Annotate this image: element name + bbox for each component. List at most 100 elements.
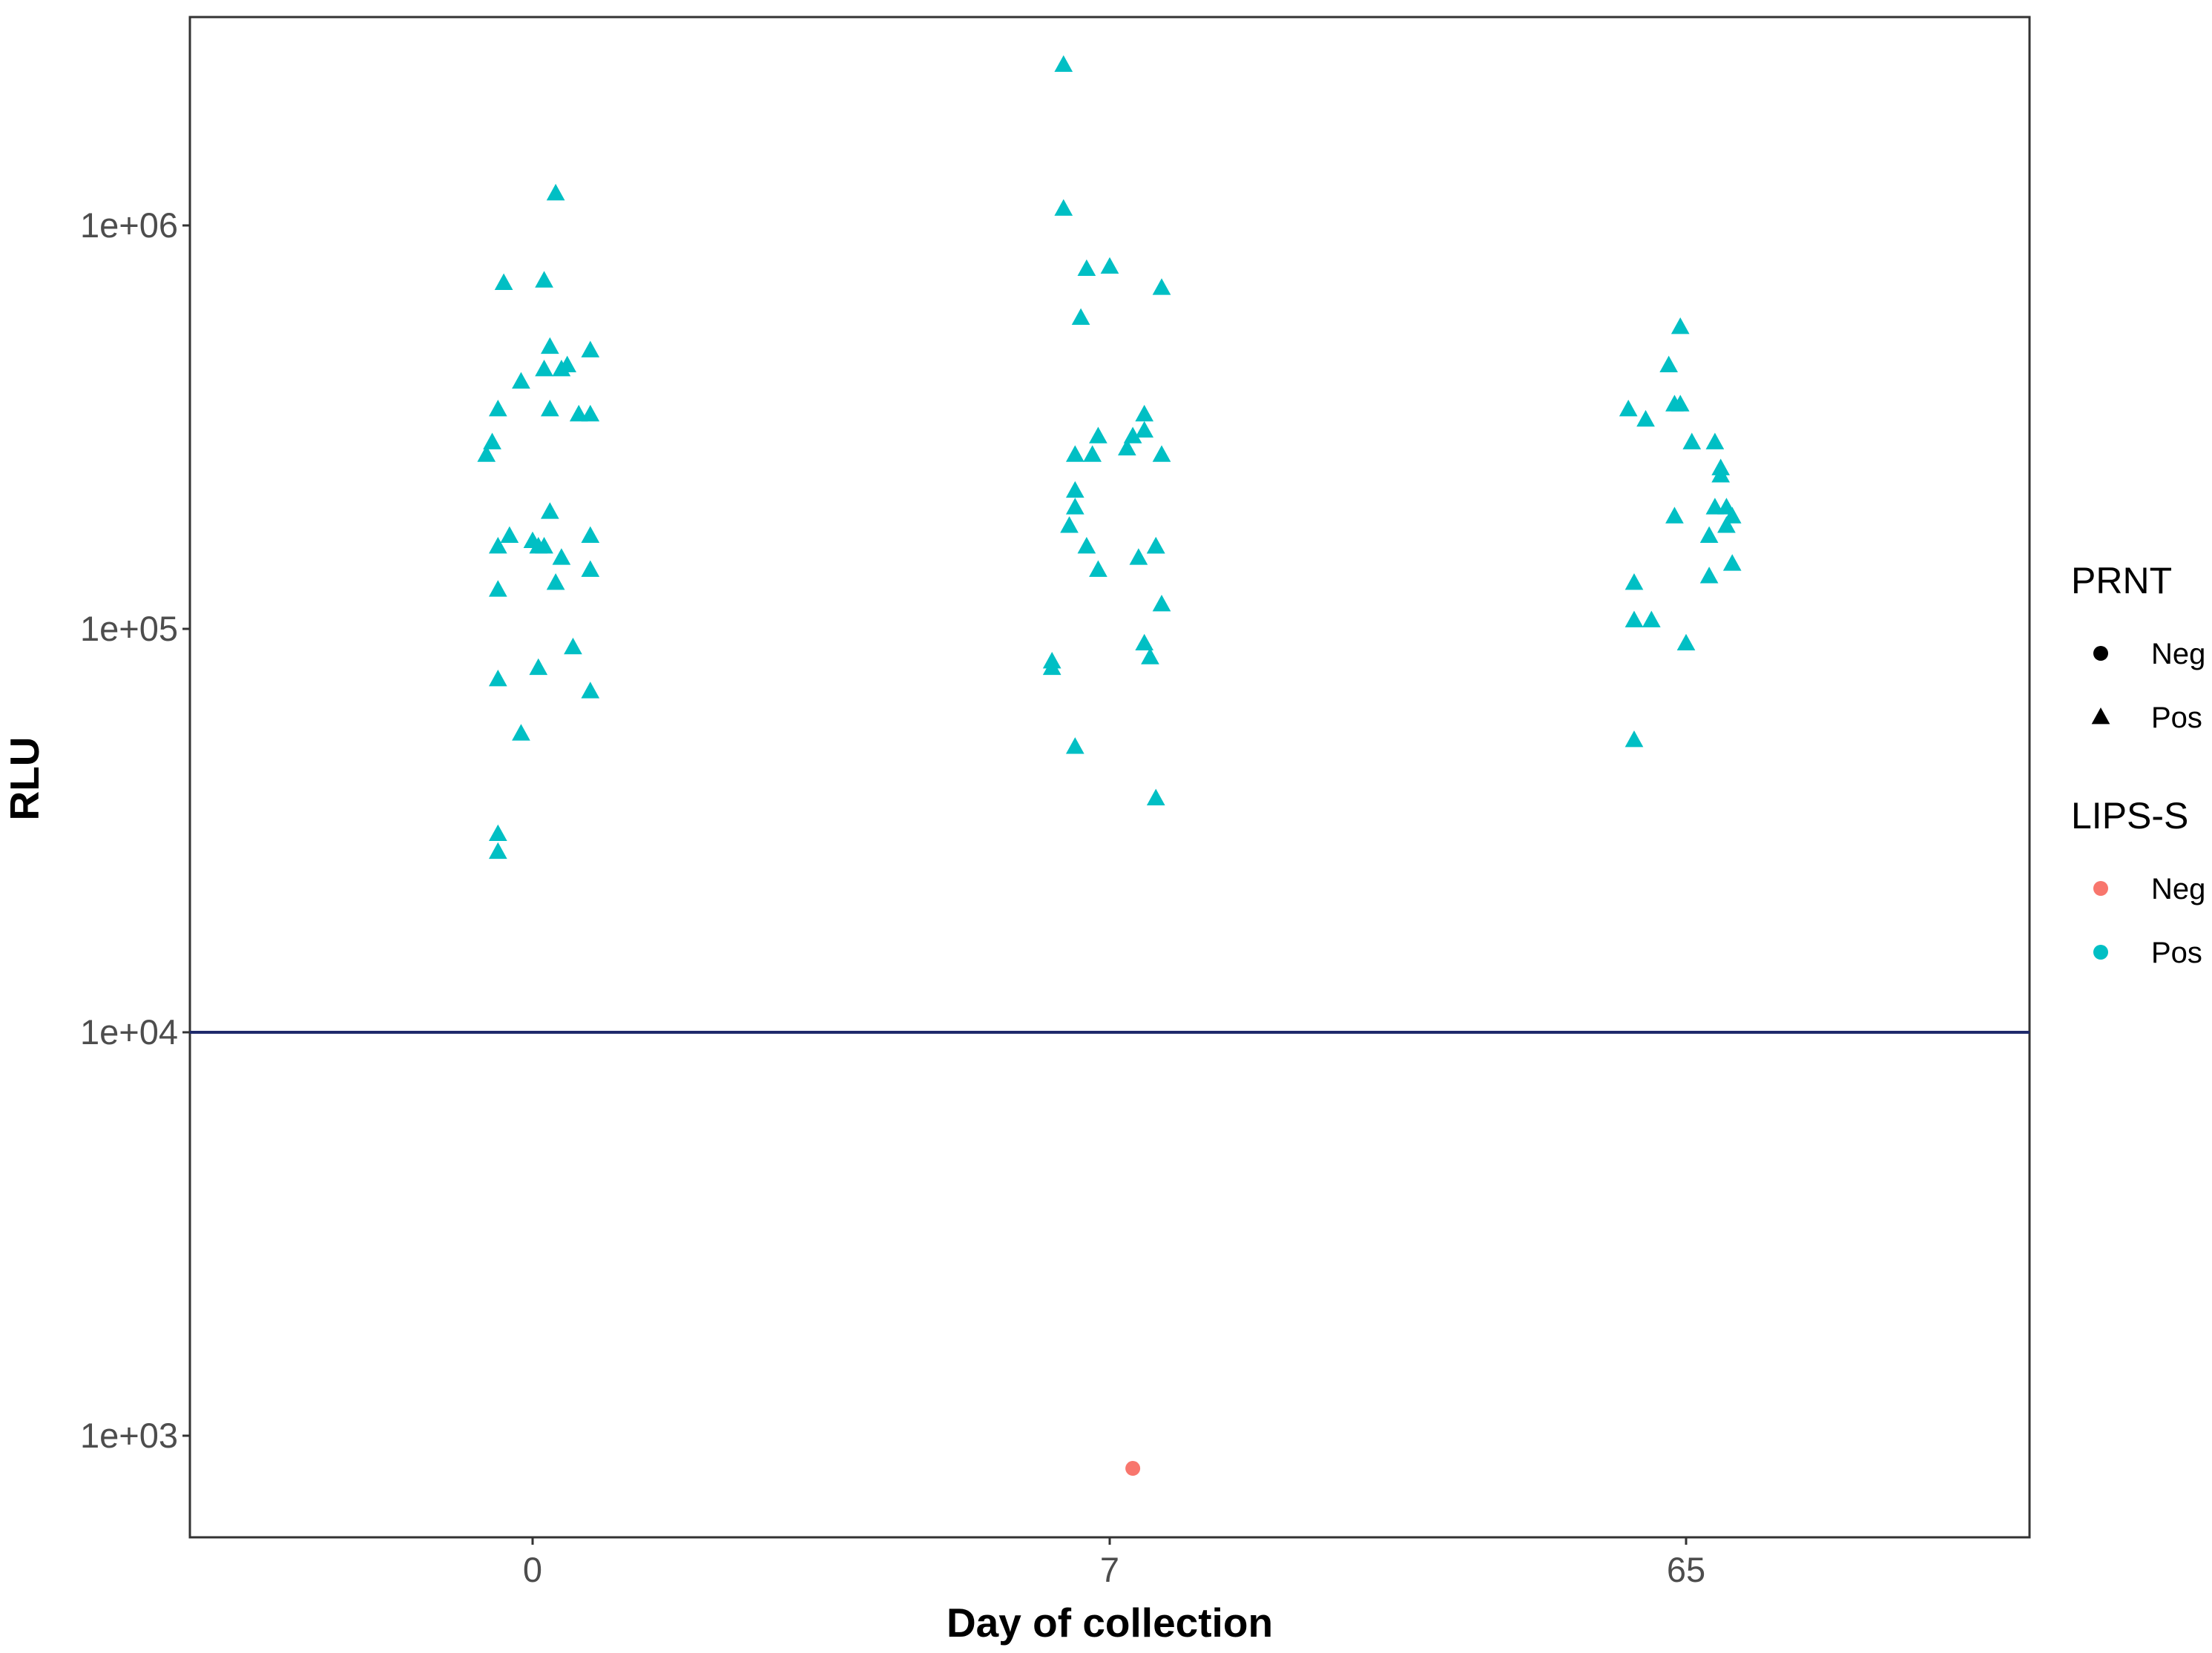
data-point-triangle bbox=[1625, 610, 1644, 627]
data-point-triangle bbox=[1659, 355, 1679, 373]
data-point-triangle bbox=[558, 355, 577, 373]
y-tick-label: 1e+03 bbox=[80, 1416, 178, 1455]
data-point-triangle bbox=[494, 273, 513, 290]
y-axis-title: RLU bbox=[1, 736, 47, 820]
data-point-triangle bbox=[1089, 426, 1107, 443]
data-point-triangle bbox=[581, 340, 600, 357]
data-point-circle bbox=[1125, 1461, 1141, 1477]
data-point-triangle bbox=[1665, 395, 1684, 412]
data-point-triangle bbox=[512, 372, 530, 389]
data-point-triangle bbox=[1665, 507, 1684, 524]
data-point-triangle bbox=[1705, 432, 1725, 449]
data-point-triangle bbox=[1054, 199, 1073, 216]
data-point-triangle bbox=[581, 560, 600, 577]
data-point-triangle bbox=[488, 669, 507, 687]
legend-label: Pos bbox=[2151, 702, 2202, 734]
data-point-triangle bbox=[1717, 516, 1736, 533]
data-point-triangle bbox=[488, 536, 507, 554]
data-point-triangle bbox=[1060, 516, 1079, 533]
x-axis: 0 7 65 bbox=[523, 1537, 1705, 1589]
y-tick-label: 1e+05 bbox=[80, 609, 178, 648]
data-point-triangle bbox=[1722, 554, 1742, 571]
data-point-triangle bbox=[1676, 633, 1696, 651]
data-point-triangle bbox=[512, 724, 530, 741]
data-point-triangle bbox=[1625, 730, 1644, 748]
data-point-triangle bbox=[1077, 536, 1096, 554]
data-point-triangle bbox=[540, 502, 559, 519]
data-point-triangle bbox=[1625, 573, 1644, 590]
data-point-triangle bbox=[1135, 404, 1154, 422]
data-point-triangle bbox=[546, 183, 565, 201]
data-point-triangle bbox=[1705, 498, 1725, 515]
data-point-triangle bbox=[535, 271, 553, 288]
data-point-triangle bbox=[1146, 788, 1165, 805]
legend: PRNT Neg Pos LIPS-S Neg Pos bbox=[2071, 560, 2205, 969]
legend-label: Pos bbox=[2151, 937, 2202, 969]
data-point-triangle bbox=[581, 526, 600, 543]
data-point-triangle bbox=[564, 637, 582, 655]
data-point-triangle bbox=[540, 337, 559, 354]
data-point-triangle bbox=[1619, 400, 1638, 417]
data-point-triangle bbox=[529, 658, 548, 676]
y-axis: 1e+03 1e+04 1e+05 1e+06 bbox=[80, 205, 190, 1455]
data-point-triangle bbox=[488, 842, 507, 860]
data-point-triangle bbox=[1123, 426, 1142, 443]
data-point-triangle bbox=[1135, 420, 1154, 438]
data-point-triangle bbox=[1100, 257, 1119, 274]
data-point-triangle bbox=[1065, 445, 1084, 462]
y-tick-label: 1e+06 bbox=[80, 205, 178, 245]
data-point-triangle bbox=[1065, 737, 1084, 754]
data-point-triangle bbox=[1152, 594, 1171, 612]
legend-label: Neg bbox=[2151, 638, 2205, 670]
data-point-triangle bbox=[529, 536, 548, 554]
data-point-triangle bbox=[581, 404, 600, 422]
data-point-triangle bbox=[1071, 308, 1090, 326]
legend-label: Neg bbox=[2151, 873, 2205, 905]
data-point-triangle bbox=[1077, 259, 1096, 277]
data-point-triangle bbox=[552, 548, 571, 565]
y-tick-label: 1e+04 bbox=[80, 1012, 178, 1052]
data-point-triangle bbox=[535, 359, 553, 377]
data-point-triangle bbox=[1152, 445, 1171, 462]
legend-title: PRNT bbox=[2071, 560, 2172, 601]
data-point-triangle bbox=[1065, 481, 1084, 498]
data-point-triangle bbox=[1129, 548, 1148, 565]
data-point-triangle bbox=[581, 682, 600, 699]
legend-key-circle bbox=[2093, 881, 2108, 896]
x-axis-title: Day of collection bbox=[947, 1600, 1273, 1646]
data-point-triangle bbox=[483, 432, 501, 449]
data-points bbox=[477, 55, 1742, 1477]
data-point-triangle bbox=[1670, 317, 1690, 334]
data-point-triangle bbox=[540, 400, 559, 417]
data-point-triangle bbox=[1642, 610, 1661, 627]
data-point-triangle bbox=[1117, 438, 1136, 456]
data-point-triangle bbox=[1089, 560, 1107, 577]
data-point-triangle bbox=[488, 824, 507, 842]
data-point-triangle bbox=[1042, 658, 1061, 676]
data-point-triangle bbox=[546, 573, 565, 590]
legend-title: LIPS-S bbox=[2071, 795, 2188, 837]
x-tick-label: 65 bbox=[1667, 1550, 1705, 1589]
data-point-triangle bbox=[1699, 526, 1719, 543]
data-point-triangle bbox=[1711, 466, 1731, 483]
data-point-triangle bbox=[488, 580, 507, 597]
x-tick-label: 0 bbox=[523, 1550, 542, 1589]
data-point-triangle bbox=[1699, 567, 1719, 584]
data-point-triangle bbox=[1083, 445, 1102, 462]
data-point-triangle bbox=[500, 526, 519, 543]
data-point-triangle bbox=[1722, 507, 1742, 524]
legend-key-circle bbox=[2093, 646, 2108, 661]
legend-key-circle bbox=[2093, 945, 2108, 960]
data-point-triangle bbox=[477, 445, 496, 462]
plot-panel bbox=[188, 16, 2031, 1539]
data-point-triangle bbox=[1135, 633, 1154, 651]
data-point-triangle bbox=[1141, 647, 1159, 664]
data-point-triangle bbox=[1054, 55, 1073, 72]
data-point-triangle bbox=[1152, 278, 1171, 295]
data-point-triangle bbox=[569, 404, 588, 422]
data-point-triangle bbox=[1636, 409, 1655, 427]
data-point-triangle bbox=[1065, 498, 1084, 515]
legend-key-triangle bbox=[2091, 707, 2110, 725]
x-tick-label: 7 bbox=[1100, 1550, 1119, 1589]
